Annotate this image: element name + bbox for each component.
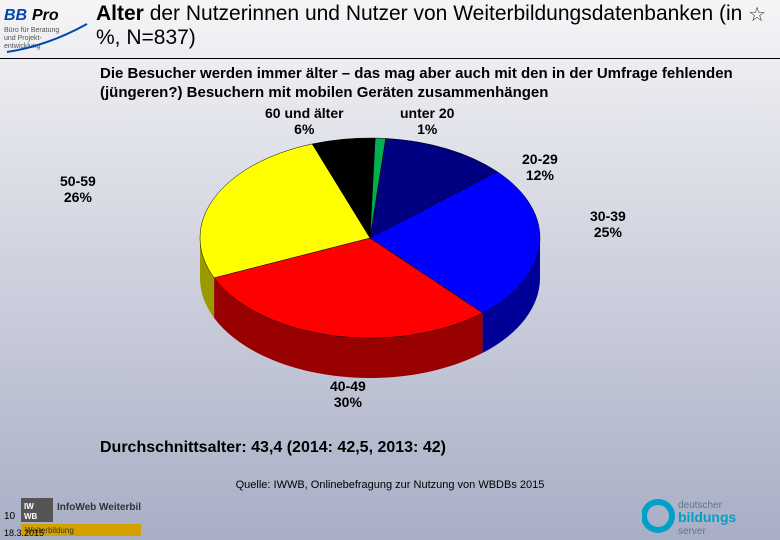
pie-label: 20-2912% <box>522 151 558 183</box>
footer: 10 IW WB InfoWeb Weiterbildung Weiterbil… <box>0 492 780 540</box>
pie-label: 50-5926% <box>60 173 96 205</box>
svg-text:bildungs: bildungs <box>678 509 737 525</box>
svg-text:IW: IW <box>24 502 34 511</box>
svg-text:Pro: Pro <box>32 7 59 24</box>
svg-text:WB: WB <box>24 512 38 521</box>
page-date: 18.3.2015 <box>4 528 44 538</box>
average-line: Durchschnittsalter: 43,4 (2014: 42,5, 20… <box>0 439 780 457</box>
bbpro-logo: BB Pro Büro für Beratung und Projekt- en… <box>2 4 92 54</box>
divider <box>0 58 780 59</box>
pie-chart: unter 201% 20-2912% 30-3925% 40-4930% 50-592… <box>0 103 780 433</box>
pie-label: 40-4930% <box>330 378 366 410</box>
title-block: Alter der Nutzerinnen und Nutzer von Wei… <box>96 2 748 50</box>
svg-text:InfoWeb Weiterbildung: InfoWeb Weiterbildung <box>57 502 141 513</box>
source-line: Quelle: IWWB, Onlinebefragung zur Nutzun… <box>0 479 780 491</box>
pie-label: unter 201% <box>400 105 454 137</box>
pie-label: 30-3925% <box>590 208 626 240</box>
subtitle: Die Besucher werden immer älter – das ma… <box>0 63 780 103</box>
dbs-logo: deutscher bildungs server <box>642 496 772 536</box>
pie-label: 60 und älter6% <box>265 105 344 137</box>
svg-text:Büro für Beratung: Büro für Beratung <box>4 27 59 34</box>
header: BB Pro Büro für Beratung und Projekt- en… <box>0 0 780 58</box>
title-rest: der Nutzerinnen und Nutzer von Weiterbil… <box>96 2 742 49</box>
star-icon: ☆ <box>748 2 766 27</box>
title-bold: Alter <box>96 2 144 25</box>
svg-text:BB: BB <box>4 7 27 24</box>
svg-text:server: server <box>678 526 706 536</box>
page-number: 10 <box>4 511 15 522</box>
svg-text:und Projekt-: und Projekt- <box>4 35 42 42</box>
page-title: Alter der Nutzerinnen und Nutzer von Wei… <box>96 2 748 50</box>
